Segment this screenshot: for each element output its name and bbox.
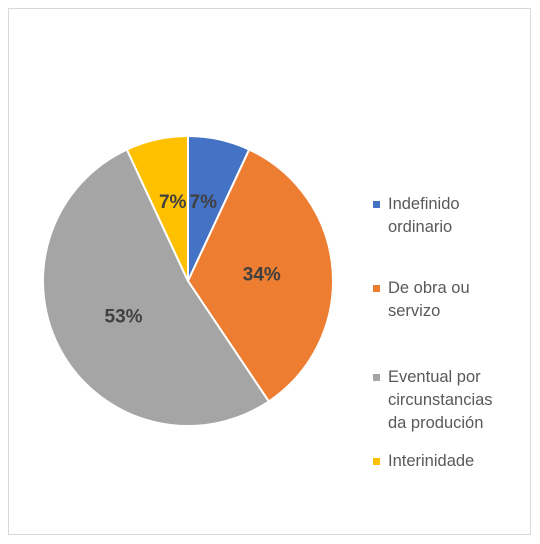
legend-label: Eventual por circunstancias da produción	[388, 368, 493, 432]
legend-item: De obra ou servizo	[373, 277, 513, 323]
legend-label: De obra ou servizo	[388, 279, 470, 320]
legend-label: Interinidade	[388, 452, 475, 470]
legend-swatch	[373, 374, 380, 381]
legend-item: Indefinido ordinario	[373, 193, 513, 239]
data-label: 7%	[159, 192, 187, 213]
legend-swatch	[373, 458, 380, 465]
pie-slice	[125, 134, 189, 282]
legend-label: Indefinido ordinario	[388, 195, 460, 236]
legend-item: Eventual por circunstancias da produción	[373, 366, 513, 435]
legend-swatch	[373, 201, 380, 208]
data-label: 34%	[243, 264, 281, 285]
legend-swatch	[373, 285, 380, 292]
pie-slice	[42, 148, 271, 427]
pie-slice	[186, 148, 334, 403]
legend-item: Interinidade	[373, 450, 513, 473]
data-label: 7%	[190, 192, 218, 213]
chart-frame	[8, 8, 531, 535]
data-label: 53%	[105, 306, 143, 327]
